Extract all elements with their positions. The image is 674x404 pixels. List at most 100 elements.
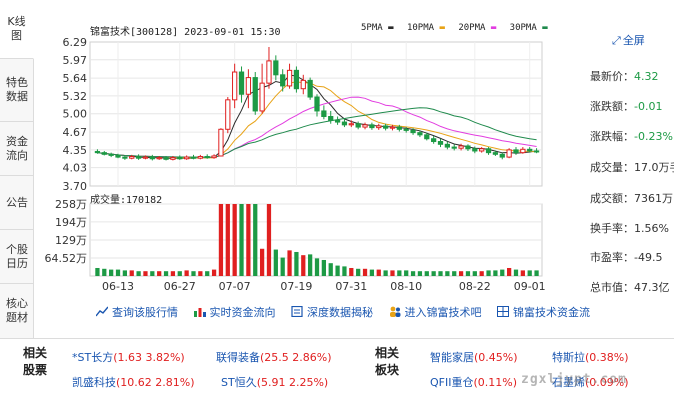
stat-market-cap: 总市值：47.3亿 (590, 279, 670, 301)
ma30-line (97, 107, 537, 158)
fullscreen-button[interactable]: ⤢ 全屏 (612, 32, 645, 48)
price-tick-label: 5.64 (63, 72, 88, 85)
legend-label: 30PMA (509, 23, 537, 33)
stat-latest-price: 最新价：4.32 (590, 68, 659, 90)
related-stock-item[interactable]: 凯盛科技(10.62 2.81%) (72, 374, 195, 390)
related-sector-item[interactable]: 特斯拉(0.38%) (552, 349, 629, 365)
stat-label: 市盈率： (590, 251, 634, 264)
date-tick-label: 07-31 (335, 280, 367, 293)
volume-tick-label: 194万 (55, 216, 87, 229)
volume-bar (191, 271, 196, 276)
candle-body (328, 116, 334, 121)
stat-value: 17.0万手 (634, 161, 674, 174)
volume-axis: 258万 194万 129万 64.52万 (45, 198, 88, 265)
tab-special-data[interactable]: 特色数据 (0, 59, 34, 122)
related-stock-item[interactable]: 联得装备(25.5 2.86%) (216, 349, 332, 365)
related-sector-item[interactable]: 智能家居(0.45%) (430, 349, 518, 365)
candle-body (355, 123, 361, 128)
candle-body (451, 146, 457, 149)
link-stock-forum[interactable]: 进入锦富技术吧 (389, 304, 482, 320)
link-deep-data[interactable]: 深度数据揭秘 (291, 304, 373, 320)
volume-bar (246, 204, 251, 276)
tab-label: 个股日历 (6, 242, 28, 270)
candle-body (348, 123, 354, 126)
legend-swatch: ▬ (542, 23, 548, 33)
ma-lines (97, 74, 537, 159)
candle-body (485, 148, 492, 154)
volume-bar (506, 267, 512, 276)
candle-body (266, 60, 272, 84)
volume-bar (472, 271, 477, 276)
candle-body (403, 128, 409, 131)
price-tick-label: 5.00 (63, 108, 88, 121)
sector-name[interactable]: QFII重仓 (430, 376, 474, 389)
tab-stock-calendar[interactable]: 个股日历 (0, 230, 34, 284)
stat-change: 涨跌额：-0.01 (590, 98, 662, 120)
price-tick-label: 4.67 (63, 126, 88, 139)
stock-name[interactable]: 联得装备 (216, 351, 260, 364)
candle-body (499, 153, 505, 158)
related-sector-item[interactable]: 石墨烯(0.09%) (552, 374, 629, 390)
chart-title: 锦富技术[300128] 2023-09-01 15:30 (90, 27, 281, 38)
stat-label: 最新价： (590, 70, 634, 83)
candle-body (314, 96, 320, 112)
watermark: zgxljypt.com (521, 372, 627, 387)
stat-value: 4.32 (634, 70, 659, 83)
kline-chart-panel: 锦富技术[300128] 2023-09-01 15:30 5PMA ▬ 10P… (34, 0, 674, 338)
grid-icon (497, 306, 509, 317)
related-stock-item[interactable]: ST恒久(5.91 2.25%) (221, 374, 328, 390)
related-stock-item[interactable]: *ST长方(1.63 3.82%) (72, 349, 185, 365)
link-quote[interactable]: 查询该股行情 (96, 304, 178, 320)
ma5-line (97, 74, 537, 159)
stock-name[interactable]: 凯盛科技 (72, 376, 116, 389)
legend-ma10: 10PMA ▬ (407, 23, 445, 33)
tab-label: 资金流向 (6, 134, 28, 162)
stock-quote: (1.63 3.82%) (113, 351, 185, 364)
stock-name[interactable]: ST恒久 (221, 376, 257, 389)
candle-body (273, 60, 279, 76)
candle-body (506, 149, 512, 158)
date-axis: 06-13 06-27 07-07 07-19 07-31 08-10 08-22 09-01 (102, 280, 546, 293)
price-tick-label: 5.32 (63, 90, 88, 103)
volume-bar (397, 270, 402, 276)
sector-name[interactable]: 智能家居 (430, 351, 474, 364)
volume-bar (349, 267, 354, 276)
candle-body (245, 77, 252, 95)
link-capital-flow[interactable]: 锦富技术资金流 (497, 304, 590, 320)
volume-tick-label: 64.52万 (45, 252, 88, 265)
stat-value: 7361万 (634, 192, 673, 205)
candle-body (437, 141, 444, 145)
tab-fund-flow[interactable]: 资金流向 (0, 122, 34, 176)
price-axis: 6.29 5.97 5.64 5.32 5.00 4.67 4.35 4.03 3.70 (63, 36, 88, 193)
volume-bar (177, 271, 182, 276)
tab-label: 特色数据 (6, 76, 28, 103)
tab-announcements[interactable]: 公告 (0, 176, 34, 230)
stock-name[interactable]: *ST长方 (72, 351, 114, 364)
date-tick-label: 09-01 (514, 280, 546, 293)
stat-label: 总市值： (590, 281, 634, 294)
related-sector-item[interactable]: QFII重仓(0.11%) (430, 374, 517, 390)
candle-body (424, 134, 430, 140)
candle-body (396, 126, 402, 130)
candle-body (479, 148, 485, 152)
tab-core-themes[interactable]: 核心题材 (0, 284, 34, 338)
candle-body (135, 156, 142, 159)
volume-bar (280, 257, 285, 276)
candle-body (252, 77, 258, 112)
sector-name[interactable]: 石墨烯 (552, 376, 585, 389)
volume-bar (253, 204, 258, 276)
legend-ma30: 30PMA ▬ (510, 23, 548, 33)
volume-bar (314, 258, 320, 276)
candle-body (108, 153, 114, 156)
tab-kline[interactable]: K线图 (0, 0, 34, 59)
volume-bar (410, 271, 416, 276)
stat-label: 成交量： (590, 161, 634, 174)
volume-bar (438, 271, 443, 276)
sector-change: (0.38%) (585, 351, 629, 364)
volume-bar (383, 270, 388, 276)
sector-name[interactable]: 特斯拉 (552, 351, 585, 364)
link-fund-flow[interactable]: 实时资金流向 (193, 304, 276, 320)
candle-body (204, 156, 210, 159)
volume-bar (287, 250, 292, 276)
stock-quote: (25.5 2.86%) (260, 351, 332, 364)
